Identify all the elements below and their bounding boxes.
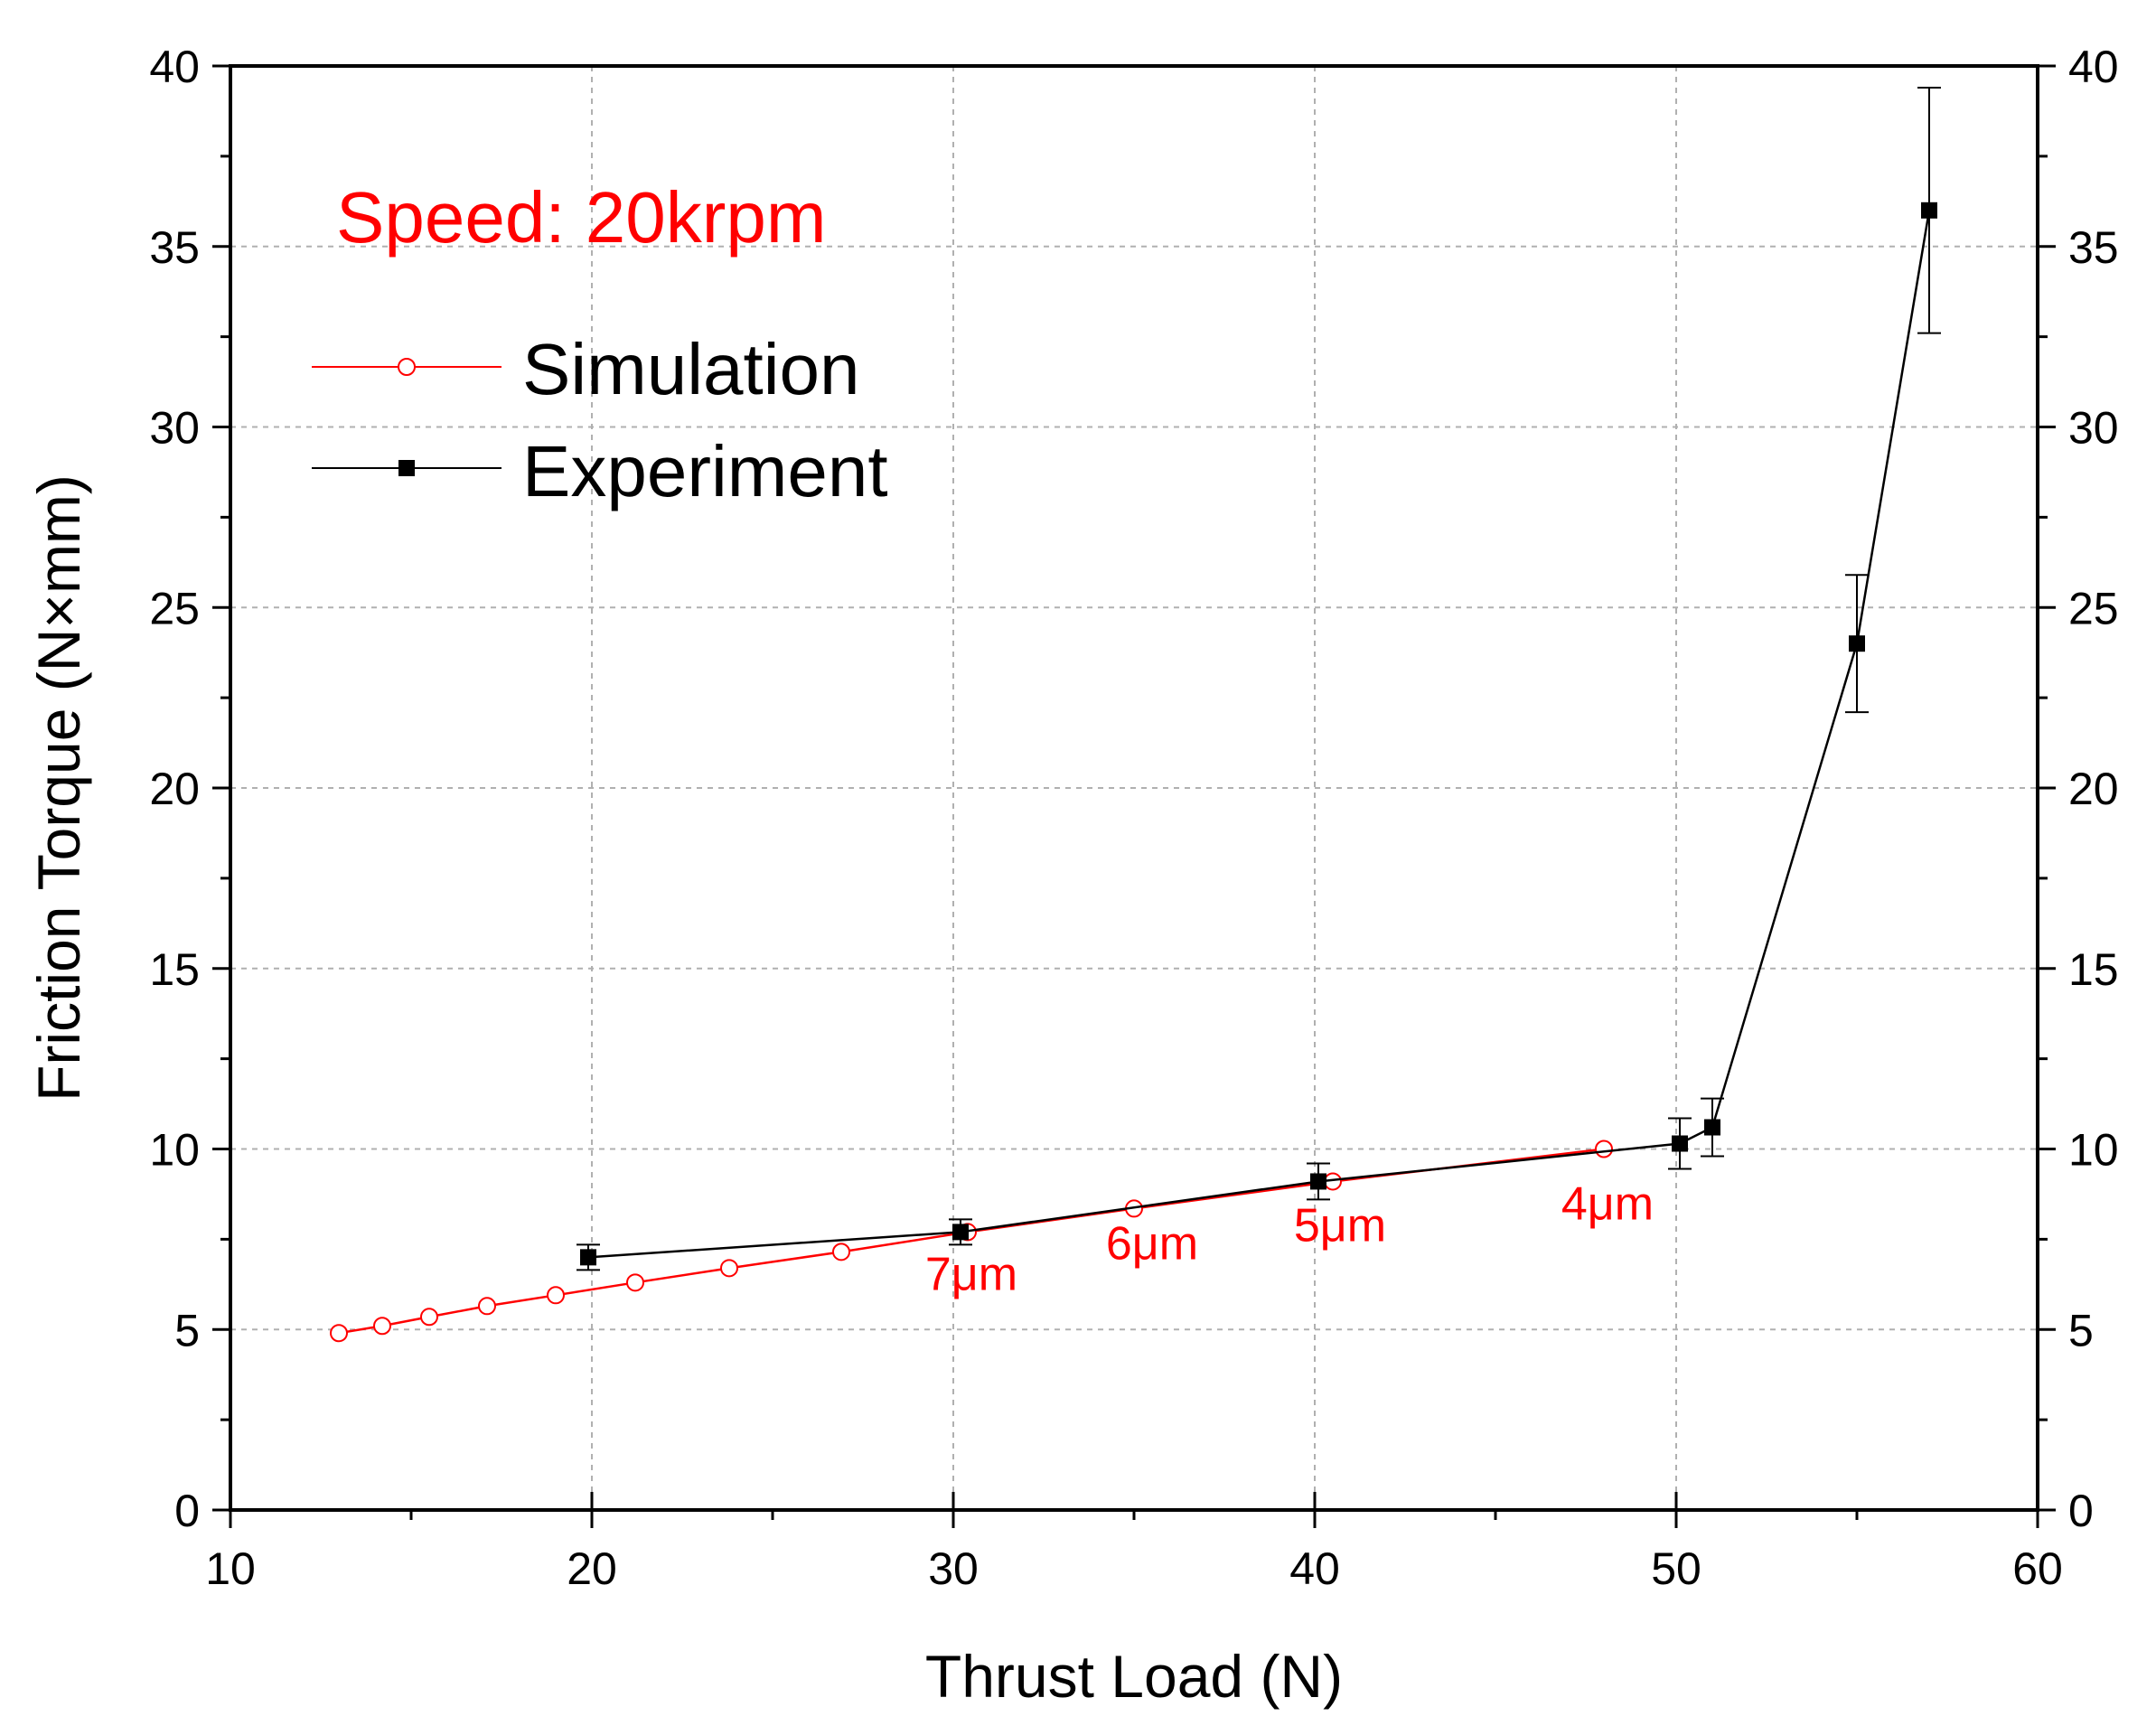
experiment-point <box>1310 1173 1326 1190</box>
simulation-point <box>1595 1139 1613 1158</box>
legend-simulation-marker <box>398 358 416 376</box>
legend-simulation-label: Simulation <box>522 329 860 409</box>
thickness-annotations: 7μm 6μm 5μm 4μm <box>925 1177 1654 1300</box>
simulation-point <box>832 1243 850 1261</box>
thickness-annotation: 6μm <box>1106 1217 1198 1270</box>
simulation-point <box>373 1317 391 1336</box>
legend-experiment-label: Experiment <box>522 431 888 511</box>
right-y-tick-label: 20 <box>2068 764 2119 814</box>
x-tick-label: 50 <box>1651 1543 1701 1594</box>
x-tick-label: 20 <box>567 1543 617 1594</box>
legend: Simulation Experiment <box>312 329 888 511</box>
right-y-tick-label: 15 <box>2068 944 2119 995</box>
x-tick-label: 60 <box>2012 1543 2063 1594</box>
x-tick-label: 30 <box>928 1543 979 1594</box>
right-y-tick-label: 5 <box>2068 1305 2094 1355</box>
y-axis-title: Friction Torque (N×mm) <box>25 474 92 1102</box>
thickness-annotation: 7μm <box>925 1248 1017 1300</box>
y-tick-label: 20 <box>149 764 200 814</box>
experiment-point <box>1672 1135 1688 1152</box>
thickness-annotation: 5μm <box>1294 1199 1386 1252</box>
right-y-tick-label: 0 <box>2068 1486 2094 1536</box>
axis-ticks <box>212 64 2056 1528</box>
y-tick-label: 35 <box>149 222 200 273</box>
experiment-point <box>1849 635 1865 652</box>
x-tick-label: 40 <box>1289 1543 1340 1594</box>
simulation-series <box>330 1139 1613 1343</box>
right-y-tick-label: 40 <box>2068 42 2119 92</box>
y-tick-labels: 0 5 10 15 20 25 30 35 40 <box>149 42 200 1536</box>
experiment-point <box>1921 202 1937 219</box>
x-tick-label: 10 <box>205 1543 256 1594</box>
y-tick-label: 15 <box>149 944 200 995</box>
right-y-tick-label: 30 <box>2068 403 2119 454</box>
experiment-point <box>1704 1119 1720 1136</box>
y-tick-label: 0 <box>174 1486 200 1536</box>
x-axis-title: Thrust Load (N) <box>925 1643 1343 1710</box>
y-tick-label: 5 <box>174 1305 200 1355</box>
simulation-point <box>478 1297 496 1316</box>
simulation-point <box>720 1259 738 1278</box>
simulation-point <box>547 1286 565 1305</box>
y-tick-label: 10 <box>149 1125 200 1176</box>
thickness-annotation: 4μm <box>1561 1177 1654 1230</box>
experiment-series <box>576 86 1941 1271</box>
y-tick-label: 30 <box>149 403 200 454</box>
right-y-tick-label: 25 <box>2068 583 2119 633</box>
simulation-point <box>626 1273 644 1292</box>
right-y-tick-label: 10 <box>2068 1125 2119 1176</box>
speed-label: Speed: 20krpm <box>336 177 827 258</box>
experiment-point <box>580 1249 596 1266</box>
legend-experiment-marker <box>398 460 415 476</box>
gridlines <box>230 66 2038 1510</box>
x-tick-labels: 10 20 30 40 50 60 <box>205 1543 2063 1594</box>
right-y-tick-label: 35 <box>2068 222 2119 273</box>
simulation-point <box>330 1324 348 1343</box>
experiment-point <box>952 1224 969 1241</box>
y-tick-label: 40 <box>149 42 200 92</box>
y-tick-label: 25 <box>149 583 200 633</box>
simulation-point <box>420 1308 438 1327</box>
right-y-tick-labels: 0 5 10 15 20 25 30 35 40 <box>2068 42 2119 1536</box>
